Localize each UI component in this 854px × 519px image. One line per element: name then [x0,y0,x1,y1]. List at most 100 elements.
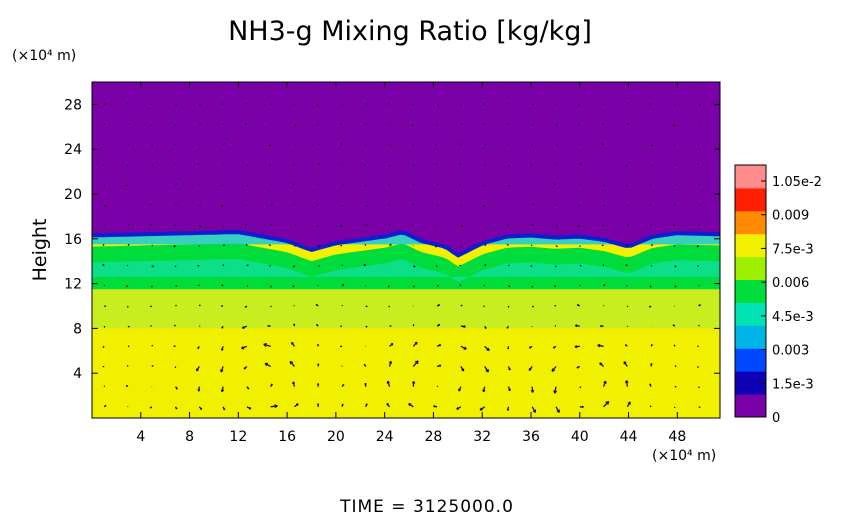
wind-arrow [482,103,485,105]
colorbar-label: 1.05e-2 [772,175,822,190]
wind-arrow [270,103,273,106]
wind-arrow [389,343,394,347]
wind-arrow [316,343,319,347]
wind-arrow [102,143,105,146]
wind-arrow [102,244,105,247]
wind-arrow [528,345,533,349]
wind-arrow [625,264,628,267]
x-tick-label: 12 [229,429,247,445]
wind-arrow [530,386,535,393]
wind-arrow [625,184,628,187]
wind-arrow [412,183,415,186]
wind-arrow [388,305,391,308]
wind-arrow [268,144,272,147]
wind-arrow [602,380,607,387]
wind-arrow [197,162,200,166]
wind-arrow [626,122,630,126]
wind-arrow [506,325,509,329]
wind-arrow [103,404,107,408]
wind-arrow [389,144,392,147]
wind-arrow [267,324,271,328]
wind-arrow [411,223,414,226]
wind-arrow [197,386,201,392]
wind-arrow [269,265,271,267]
wind-arrow [221,325,224,329]
wind-arrow [365,325,368,328]
wind-arrow [553,285,557,287]
wind-arrow [531,124,534,126]
wind-arrow [531,406,537,413]
field-region-transition [92,289,720,329]
wind-arrow [245,102,248,105]
wind-arrow [460,366,465,372]
wind-arrow [221,184,224,187]
wind-arrow [341,283,345,287]
colorbar-label: 0.006 [772,276,809,291]
wind-arrow [507,386,511,392]
wind-arrow [459,163,462,166]
x-tick-label: 28 [425,429,443,445]
wind-arrow [150,223,153,226]
wind-arrow [697,265,699,267]
wind-arrow [436,103,440,107]
wind-arrow [507,346,510,350]
wind-arrow [317,162,321,166]
wind-arrow [674,265,677,268]
wind-arrow [241,325,248,329]
wind-arrow [579,386,582,389]
wind-arrow [340,224,343,228]
wind-arrow [649,383,652,387]
wind-arrow [222,406,226,411]
wind-arrow [507,144,509,146]
wind-arrow [291,341,295,347]
wind-arrow [484,325,487,329]
wind-arrow [268,244,271,247]
wind-arrow [436,323,441,327]
colorbar-swatch [735,233,766,258]
wind-arrow [555,406,560,413]
wind-arrow [317,245,320,248]
wind-arrow [412,285,415,288]
y-tick-label: 24 [64,142,82,158]
wind-arrow [698,304,701,307]
wind-arrow [365,102,368,105]
wind-arrow [246,184,249,187]
wind-arrow [196,366,200,372]
wind-arrow [579,162,583,166]
wind-arrow [626,401,631,408]
wind-arrow [673,344,676,347]
wind-arrow [579,143,581,146]
wind-arrow [482,204,486,208]
wind-arrow [436,183,439,186]
concentration-field [92,82,720,418]
wind-arrow [603,184,606,187]
wind-arrow [389,243,392,247]
wind-arrow [650,164,653,167]
wind-arrow [292,183,295,186]
wind-arrow [340,123,343,126]
wind-arrow [456,406,462,410]
wind-arrow [220,366,224,373]
wind-arrow [363,363,367,367]
wind-arrow [435,265,438,268]
wind-arrow [243,365,248,370]
interface-edge [92,230,720,258]
wind-arrow [507,366,511,371]
wind-arrow [198,103,201,106]
y-unit-label: (×10⁴ m) [12,48,76,64]
wind-arrow [577,103,581,107]
colorbar-label: 0.009 [772,209,809,224]
wind-arrow [340,142,343,146]
wind-arrow [317,124,319,126]
wind-arrow [436,204,439,206]
y-tick-label: 4 [73,366,82,382]
wind-arrow [460,304,463,307]
wind-arrow [102,345,105,349]
wind-arrow [484,244,487,247]
wind-arrow [365,204,368,207]
wind-arrow [460,143,463,145]
wind-arrow [386,402,391,408]
wind-arrow [649,102,652,105]
wind-arrow [698,183,700,186]
wind-arrow [220,386,225,393]
